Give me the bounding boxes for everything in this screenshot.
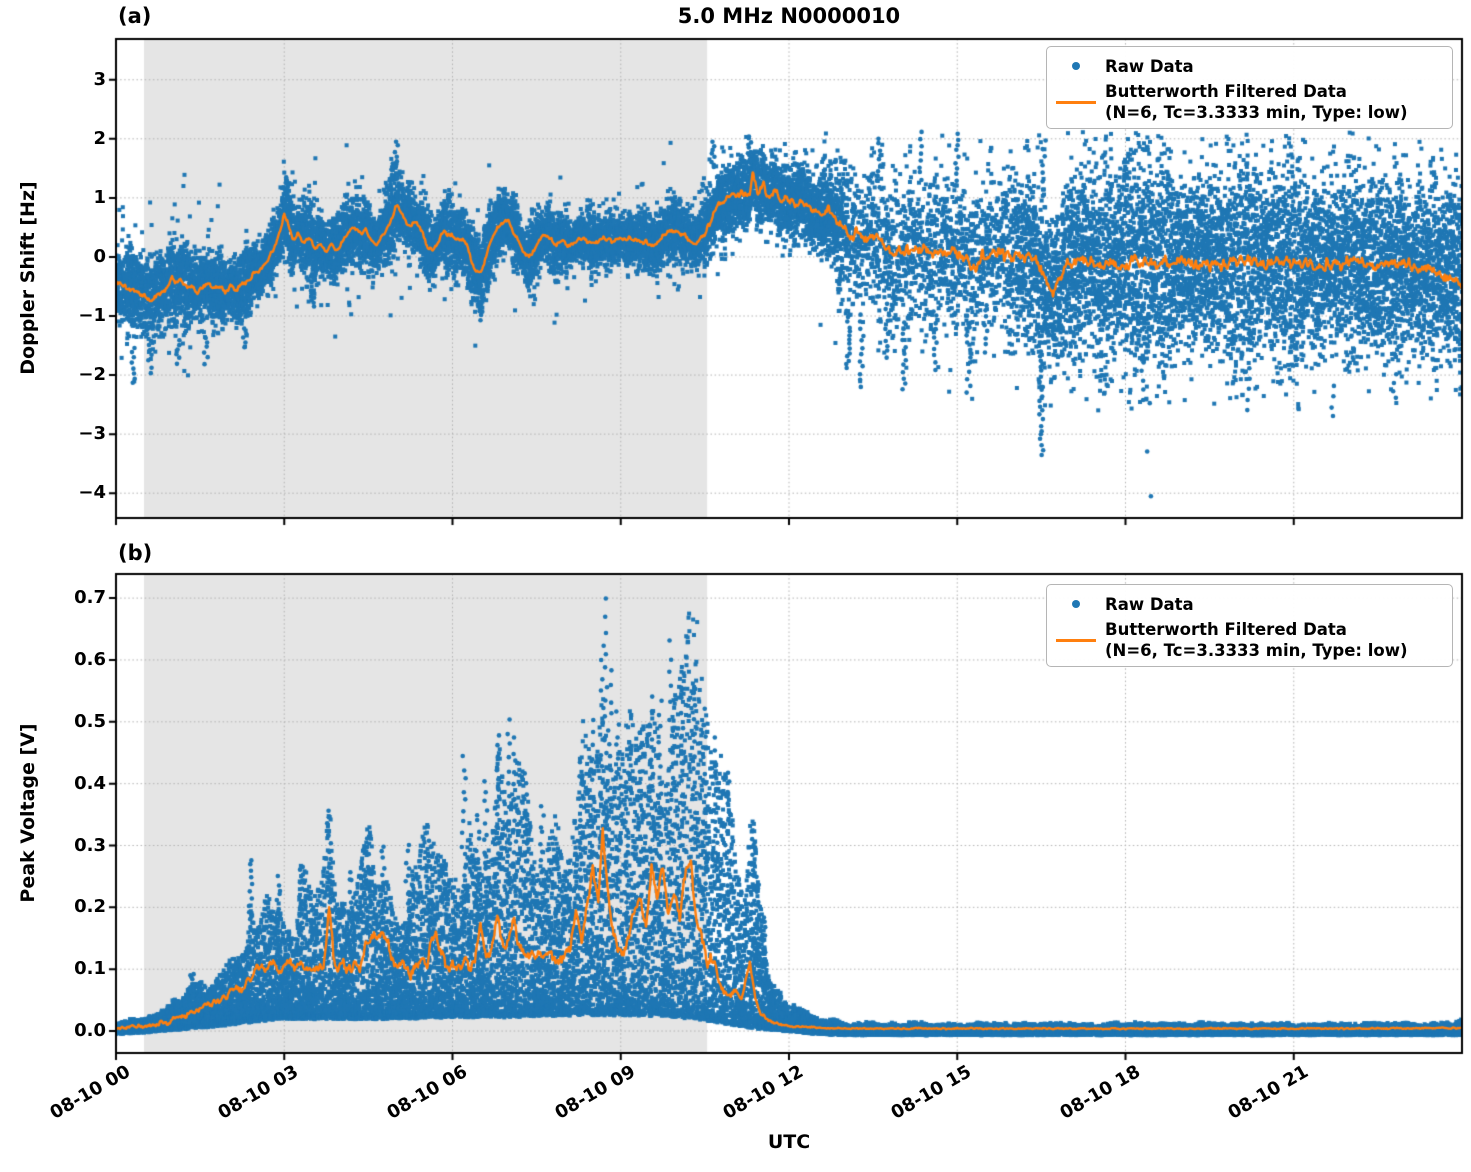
y-tick-label: 0.1 — [74, 958, 106, 980]
legend-raw-label: Raw Data — [1105, 56, 1194, 76]
filtered-line-marker — [1056, 100, 1096, 104]
legend-raw-label: Raw Data — [1105, 594, 1194, 614]
legend-a: Raw Data Butterworth Filtered Data (N=6,… — [1046, 46, 1453, 129]
y-tick-label: −1 — [78, 305, 106, 326]
y-tick-label: 0 — [93, 245, 106, 267]
y-tick-label: 0.0 — [74, 1020, 106, 1042]
y-tick-label: −2 — [78, 364, 106, 386]
legend-filtered-params: (N=6, Tc=3.3333 min, Type: low) — [1105, 641, 1408, 660]
raw-data-dot-marker — [1072, 62, 1080, 70]
y-tick-label: −4 — [78, 482, 106, 504]
panel-a-label: (a) — [118, 4, 152, 28]
figure-title: 5.0 MHz N0000010 — [677, 4, 901, 28]
raw-data-dot-marker — [1072, 600, 1080, 608]
y-tick-label: 0.6 — [74, 648, 106, 670]
y-axis-label-voltage: Peak Voltage [V] — [17, 723, 39, 903]
panel-b-label: (b) — [118, 541, 153, 565]
y-tick-label: 3 — [93, 68, 106, 90]
legend-filtered-label: Butterworth Filtered Data — [1105, 82, 1347, 101]
filtered-line-marker — [1056, 638, 1096, 642]
legend-b: Raw Data Butterworth Filtered Data (N=6,… — [1046, 584, 1453, 667]
x-axis-label-utc: UTC — [767, 1131, 811, 1153]
legend-filtered-label: Butterworth Filtered Data — [1105, 620, 1347, 639]
legend-filtered-params: (N=6, Tc=3.3333 min, Type: low) — [1105, 103, 1408, 122]
y-tick-label: 0.7 — [74, 587, 106, 609]
y-tick-label: 1 — [93, 186, 106, 208]
y-tick-label: −3 — [78, 423, 106, 445]
y-tick-label: 0.3 — [74, 834, 106, 856]
y-axis-label-doppler: Doppler Shift [Hz] — [17, 181, 39, 375]
y-tick-label: 2 — [93, 127, 106, 149]
y-tick-label: 0.2 — [74, 896, 106, 918]
y-tick-label: 0.5 — [74, 710, 106, 732]
y-tick-label: 0.4 — [74, 772, 106, 794]
